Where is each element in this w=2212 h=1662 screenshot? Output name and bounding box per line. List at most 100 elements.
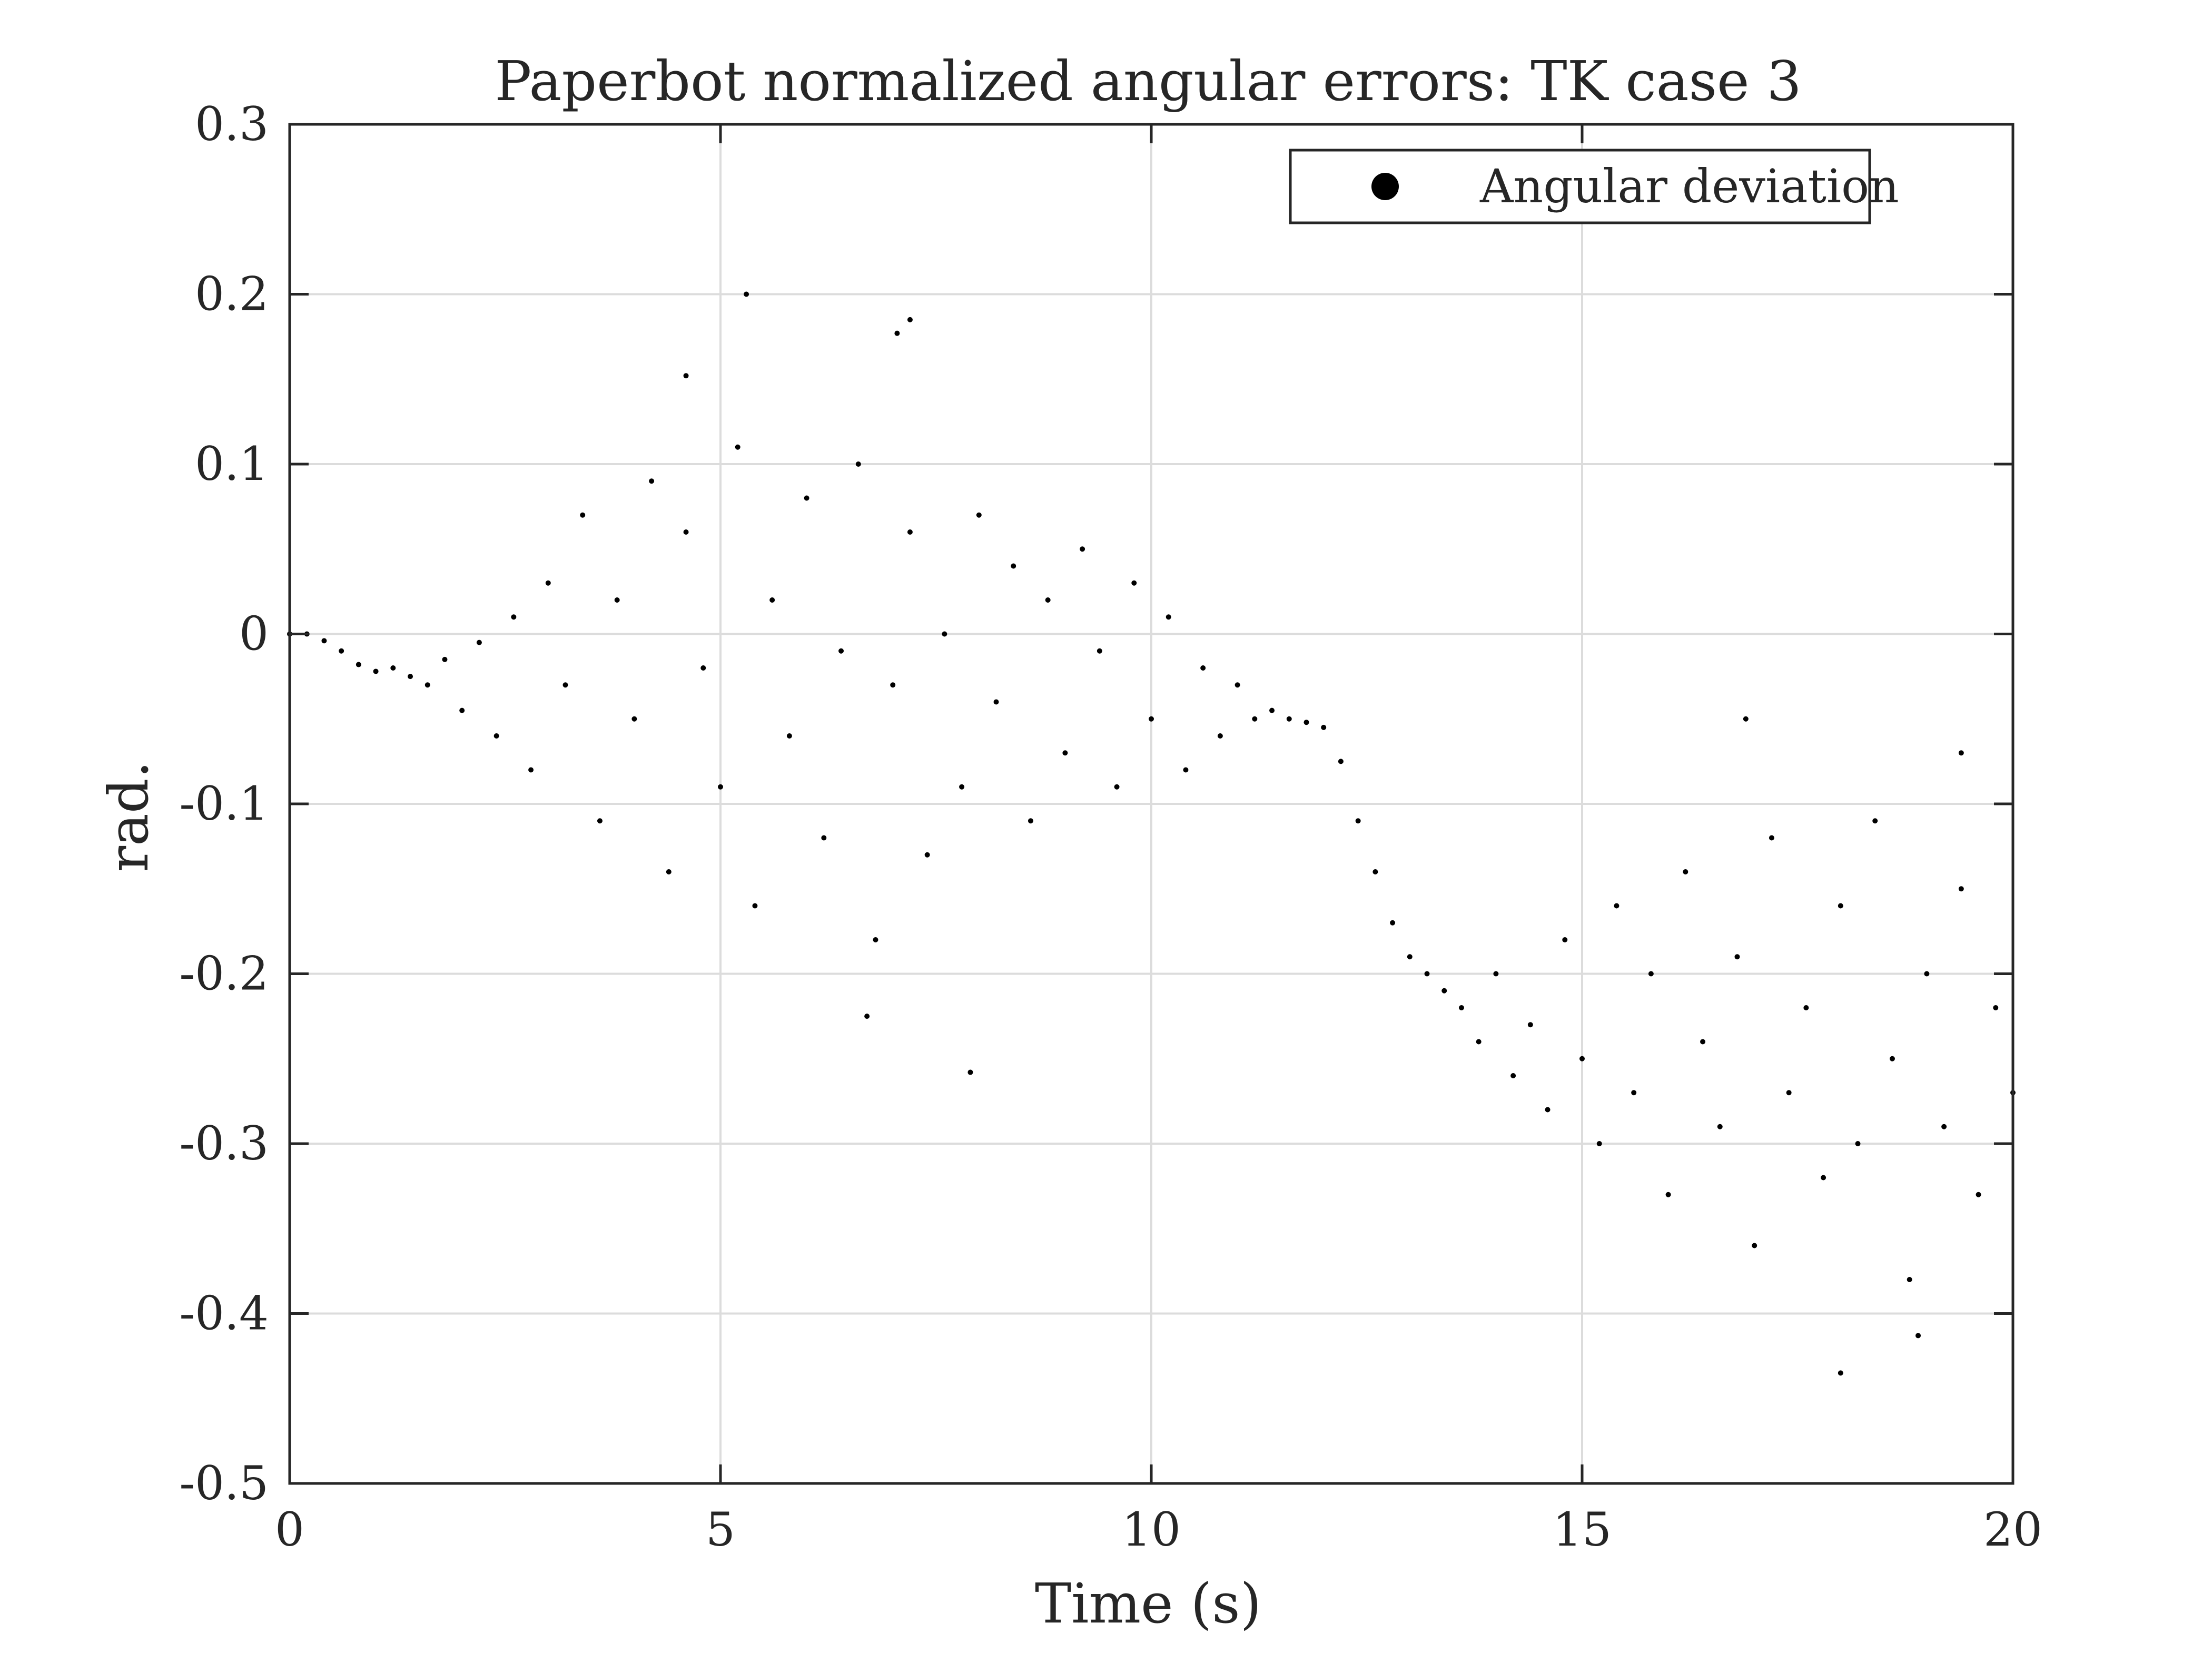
data-point bbox=[614, 597, 620, 603]
data-point bbox=[1769, 835, 1774, 841]
data-point bbox=[744, 291, 749, 297]
data-point bbox=[1924, 971, 1930, 977]
data-point bbox=[511, 614, 517, 620]
x-tick-label: 20 bbox=[1983, 1502, 2042, 1557]
data-point bbox=[493, 733, 499, 739]
x-tick-label: 15 bbox=[1553, 1502, 1612, 1557]
y-tick-label: -0.3 bbox=[179, 1116, 269, 1171]
data-point bbox=[1993, 1005, 1999, 1010]
data-point bbox=[752, 903, 758, 909]
data-point bbox=[976, 512, 982, 518]
y-tick-label: -0.1 bbox=[179, 776, 269, 831]
tick-labels: 0 5 10 15 20 0.3 0.2 0.1 0 -0.1 -0.2 -0.3 -0.4 -0.5 bbox=[179, 97, 2042, 1557]
data-point bbox=[545, 580, 551, 586]
y-tick-label: -0.5 bbox=[179, 1456, 269, 1510]
data-point bbox=[718, 784, 723, 790]
x-tick-label: 10 bbox=[1122, 1502, 1181, 1557]
data-point bbox=[1062, 750, 1068, 756]
data-point bbox=[1941, 1124, 1947, 1129]
data-point bbox=[1252, 716, 1258, 722]
data-point bbox=[1235, 682, 1240, 688]
data-point bbox=[1131, 580, 1137, 586]
data-point bbox=[1648, 971, 1654, 977]
data-point bbox=[821, 835, 827, 841]
data-point bbox=[408, 674, 413, 680]
data-point bbox=[1011, 563, 1016, 569]
data-point bbox=[649, 478, 655, 484]
data-point bbox=[321, 638, 327, 644]
data-point bbox=[1596, 1141, 1602, 1146]
y-tick-label: 0.1 bbox=[195, 437, 269, 491]
data-point bbox=[890, 682, 896, 688]
data-point bbox=[769, 597, 775, 603]
data-point bbox=[855, 461, 861, 467]
data-point bbox=[528, 767, 534, 773]
data-point bbox=[1976, 1192, 1981, 1197]
data-point bbox=[1080, 546, 1085, 552]
data-point bbox=[1752, 1243, 1757, 1248]
data-point bbox=[838, 648, 844, 654]
chart-title: Paperbot normalized angular errors: TK c… bbox=[495, 49, 1801, 113]
x-axis-label: Time (s) bbox=[1035, 1571, 1261, 1636]
x-tick-label: 5 bbox=[706, 1502, 735, 1557]
y-axis-label: rad. bbox=[96, 761, 161, 872]
data-point bbox=[894, 330, 900, 336]
data-point bbox=[1527, 1022, 1533, 1028]
data-point bbox=[1717, 1124, 1723, 1129]
data-point bbox=[373, 668, 379, 674]
data-point bbox=[580, 512, 586, 518]
data-point bbox=[804, 495, 809, 501]
data-point bbox=[1683, 869, 1688, 874]
data-point bbox=[1045, 597, 1051, 603]
data-point bbox=[1372, 869, 1378, 874]
data-point bbox=[967, 1069, 973, 1075]
data-point bbox=[339, 648, 344, 654]
data-point bbox=[476, 640, 482, 645]
data-point bbox=[864, 1014, 870, 1019]
y-tick-label: 0 bbox=[239, 607, 269, 661]
data-point bbox=[1303, 720, 1309, 725]
data-point bbox=[1743, 716, 1749, 722]
y-tick-label: 0.2 bbox=[195, 267, 269, 321]
data-point bbox=[683, 373, 689, 379]
data-point bbox=[424, 682, 430, 688]
data-point bbox=[1183, 767, 1189, 773]
data-point bbox=[1407, 954, 1413, 960]
data-point bbox=[562, 682, 568, 688]
data-point bbox=[786, 733, 792, 739]
y-tick-label: -0.4 bbox=[179, 1286, 269, 1341]
grid bbox=[290, 124, 2013, 1483]
data-point bbox=[1958, 886, 1964, 892]
data-point bbox=[1286, 716, 1292, 722]
data-point bbox=[993, 699, 999, 705]
data-point bbox=[1907, 1277, 1912, 1282]
data-point bbox=[959, 784, 965, 790]
data-point bbox=[1665, 1192, 1671, 1197]
data-point bbox=[390, 665, 396, 671]
data-point bbox=[1458, 1005, 1464, 1010]
axes bbox=[288, 123, 2014, 1485]
data-point bbox=[1803, 1005, 1809, 1010]
data-point bbox=[1338, 759, 1344, 764]
data-point bbox=[459, 707, 465, 713]
data-point bbox=[1390, 920, 1396, 926]
legend: Angular deviation bbox=[1289, 149, 1899, 224]
legend-label: Angular deviation bbox=[1479, 159, 1899, 213]
data-point bbox=[1889, 1056, 1895, 1061]
data-point bbox=[1510, 1073, 1516, 1078]
data-point bbox=[700, 665, 706, 671]
data-point bbox=[1915, 1333, 1921, 1339]
data-point bbox=[1424, 971, 1430, 977]
data-point bbox=[1217, 733, 1223, 739]
data-point bbox=[631, 716, 637, 722]
data-point bbox=[873, 937, 878, 942]
data-point bbox=[907, 317, 913, 322]
data-point bbox=[1958, 750, 1964, 756]
y-tick-label: -0.2 bbox=[179, 947, 269, 1001]
data-point bbox=[1614, 903, 1619, 909]
data-point bbox=[1579, 1056, 1585, 1061]
data-point bbox=[1734, 954, 1740, 960]
data-point bbox=[1149, 716, 1154, 722]
